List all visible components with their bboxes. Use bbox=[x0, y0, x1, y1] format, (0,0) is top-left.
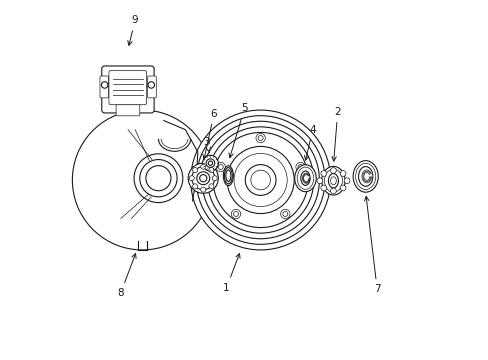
Circle shape bbox=[231, 209, 240, 219]
Circle shape bbox=[340, 171, 345, 176]
Circle shape bbox=[196, 172, 209, 185]
Text: 5: 5 bbox=[228, 103, 247, 158]
Circle shape bbox=[297, 165, 303, 170]
Circle shape bbox=[101, 82, 108, 88]
Text: 2: 2 bbox=[331, 107, 340, 161]
Circle shape bbox=[234, 153, 286, 207]
Circle shape bbox=[233, 211, 238, 216]
Circle shape bbox=[226, 147, 294, 213]
FancyBboxPatch shape bbox=[100, 76, 108, 98]
Circle shape bbox=[340, 185, 345, 191]
Text: 4: 4 bbox=[304, 125, 315, 160]
Circle shape bbox=[330, 168, 336, 174]
Ellipse shape bbox=[328, 174, 338, 188]
Text: 3: 3 bbox=[203, 138, 210, 153]
Circle shape bbox=[280, 209, 289, 219]
Ellipse shape bbox=[224, 168, 232, 184]
Circle shape bbox=[199, 175, 206, 182]
Circle shape bbox=[202, 121, 319, 239]
Circle shape bbox=[192, 168, 197, 172]
Circle shape bbox=[192, 184, 197, 189]
Ellipse shape bbox=[225, 170, 230, 181]
Ellipse shape bbox=[321, 166, 345, 195]
Ellipse shape bbox=[223, 166, 233, 185]
Circle shape bbox=[134, 154, 183, 203]
Circle shape bbox=[208, 184, 213, 189]
Circle shape bbox=[320, 171, 326, 176]
Circle shape bbox=[245, 165, 275, 195]
Circle shape bbox=[208, 161, 212, 165]
Circle shape bbox=[295, 162, 305, 172]
Circle shape bbox=[208, 168, 213, 172]
Circle shape bbox=[207, 127, 313, 233]
Circle shape bbox=[188, 163, 218, 193]
Circle shape bbox=[191, 167, 214, 190]
Text: 6: 6 bbox=[203, 109, 217, 159]
Text: 8: 8 bbox=[117, 253, 136, 298]
Circle shape bbox=[250, 170, 270, 190]
Circle shape bbox=[201, 187, 205, 192]
FancyBboxPatch shape bbox=[109, 71, 146, 105]
Circle shape bbox=[148, 82, 154, 88]
Ellipse shape bbox=[294, 165, 316, 192]
Ellipse shape bbox=[358, 167, 372, 186]
Ellipse shape bbox=[324, 169, 342, 192]
Text: 7: 7 bbox=[364, 197, 380, 294]
FancyBboxPatch shape bbox=[147, 76, 156, 98]
Circle shape bbox=[216, 162, 225, 172]
Circle shape bbox=[206, 159, 214, 167]
Circle shape bbox=[145, 166, 171, 191]
Ellipse shape bbox=[297, 167, 313, 189]
Circle shape bbox=[316, 178, 322, 184]
Text: 9: 9 bbox=[127, 15, 138, 45]
Circle shape bbox=[189, 176, 194, 181]
Circle shape bbox=[202, 155, 218, 171]
Circle shape bbox=[282, 211, 287, 216]
Circle shape bbox=[258, 135, 263, 140]
Circle shape bbox=[255, 134, 265, 143]
Circle shape bbox=[344, 178, 349, 184]
Circle shape bbox=[320, 185, 326, 191]
Circle shape bbox=[201, 164, 205, 169]
FancyBboxPatch shape bbox=[116, 105, 140, 116]
Ellipse shape bbox=[355, 163, 375, 189]
Ellipse shape bbox=[330, 177, 336, 185]
Ellipse shape bbox=[300, 171, 309, 185]
Text: 1: 1 bbox=[223, 253, 240, 293]
Circle shape bbox=[196, 116, 325, 244]
Circle shape bbox=[190, 110, 330, 250]
Circle shape bbox=[213, 132, 307, 228]
Circle shape bbox=[140, 159, 177, 197]
Circle shape bbox=[218, 165, 223, 170]
FancyBboxPatch shape bbox=[102, 66, 154, 113]
Circle shape bbox=[212, 176, 217, 181]
Ellipse shape bbox=[352, 161, 378, 192]
Circle shape bbox=[330, 188, 336, 194]
